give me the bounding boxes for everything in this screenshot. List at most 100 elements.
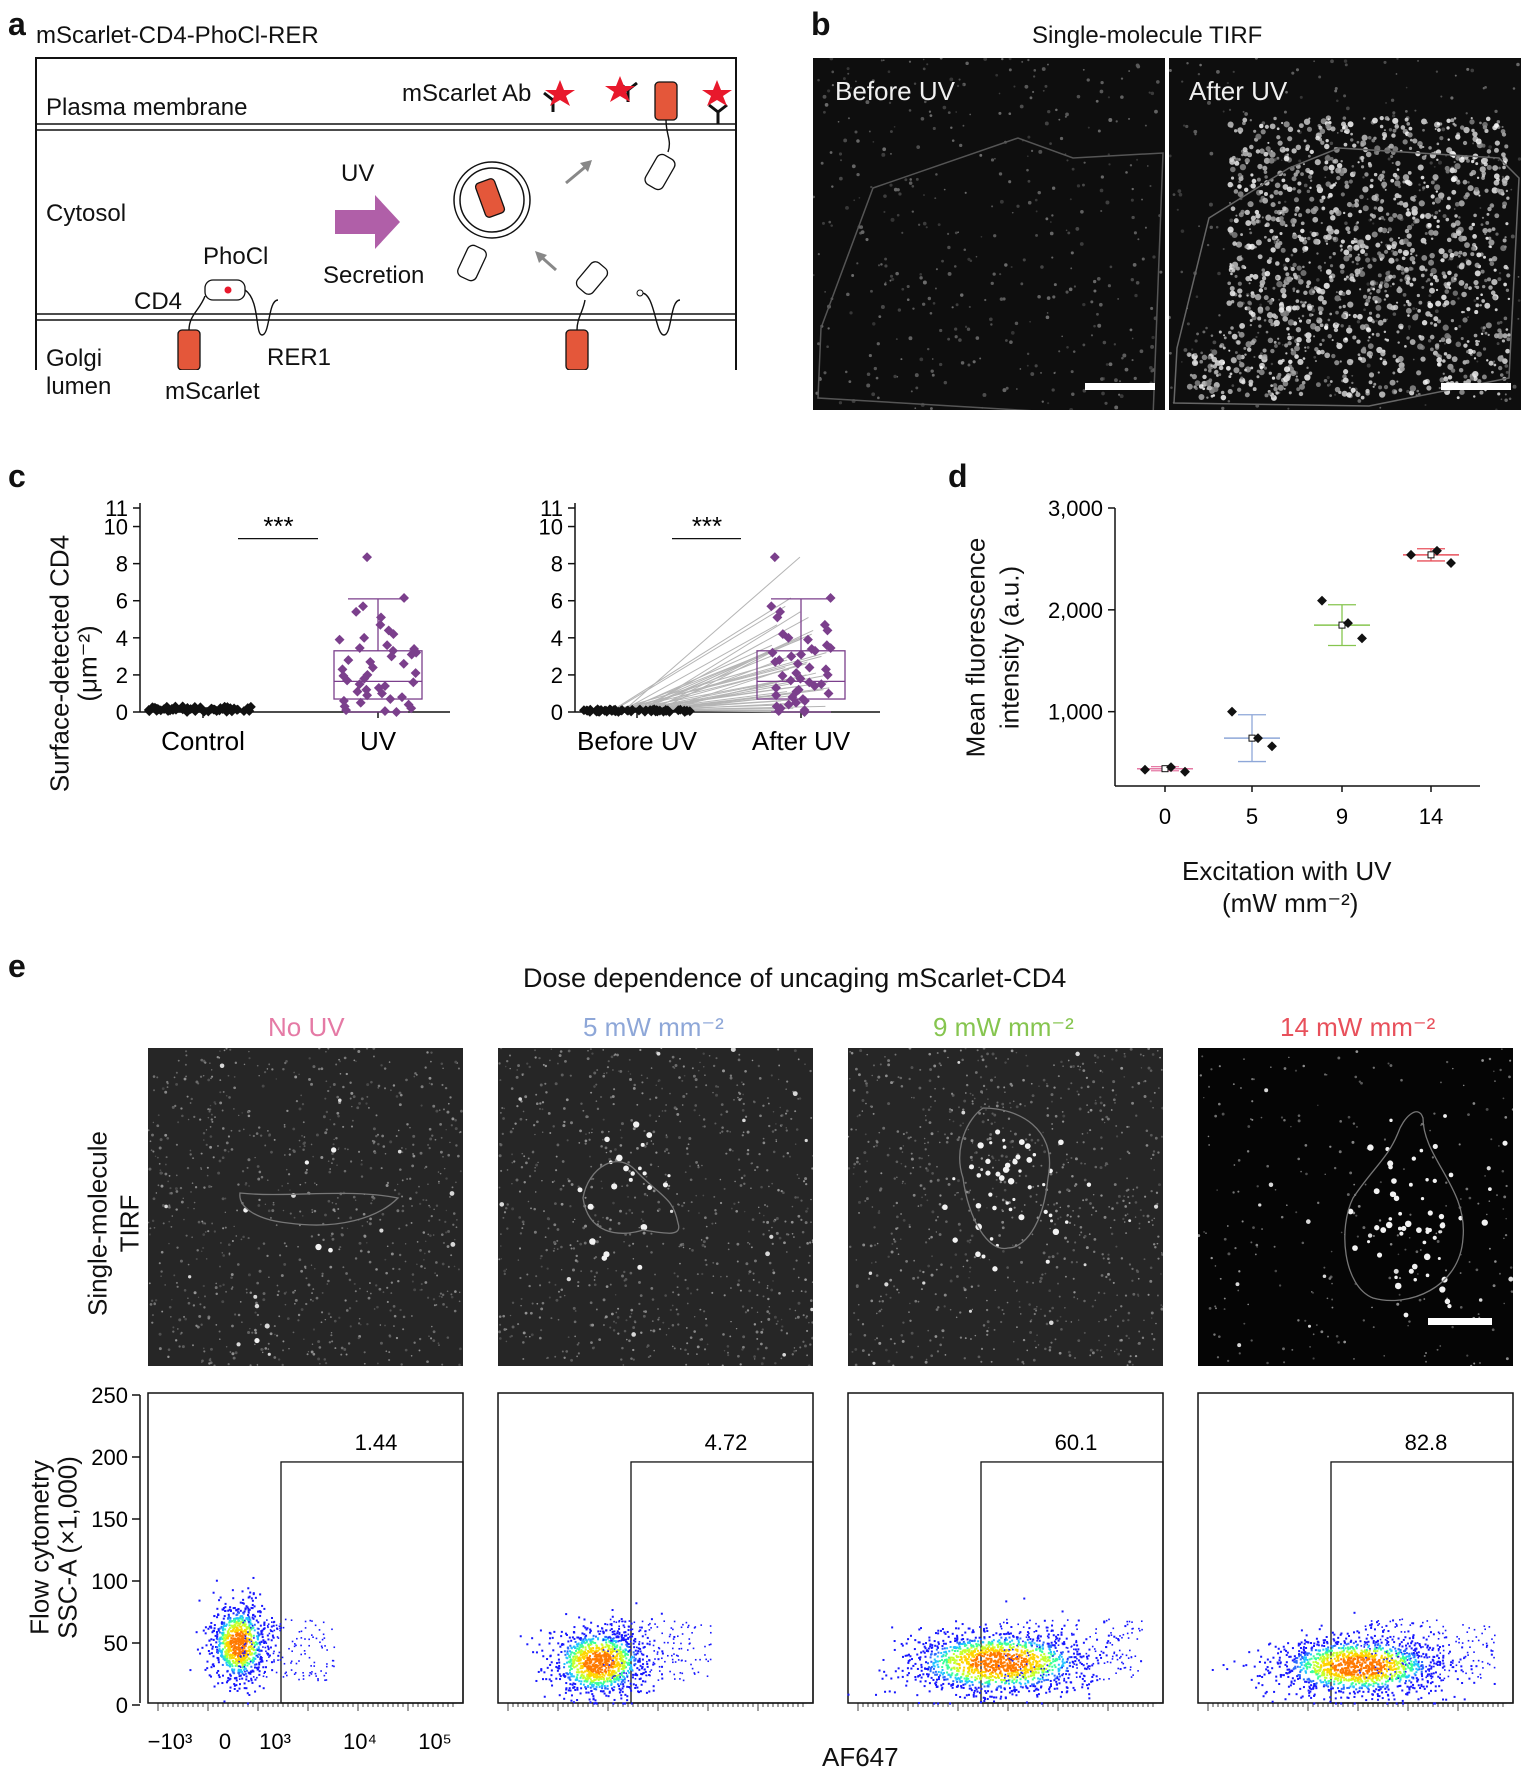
- tirf-spot: [1231, 384, 1235, 387]
- tirf-spot: [856, 172, 860, 177]
- tirf-spot: [1510, 234, 1515, 239]
- tirf-spot: [742, 1345, 745, 1349]
- tirf-spot: [335, 1063, 338, 1066]
- tirf-spot: [517, 1064, 521, 1067]
- tirf-spot: [223, 1049, 226, 1052]
- tirf-spot: [1018, 1306, 1021, 1309]
- tirf-spot: [445, 1306, 448, 1309]
- tirf-spot: [398, 1227, 401, 1230]
- tirf-spot: [1375, 242, 1381, 248]
- tirf-spot: [715, 1093, 718, 1097]
- tirf-spot: [1245, 220, 1252, 227]
- data-point: [777, 670, 788, 681]
- tirf-spot: [188, 1275, 192, 1279]
- tirf-spot: [1283, 155, 1290, 162]
- tirf-spot: [1282, 263, 1287, 268]
- tirf-spot: [1325, 181, 1331, 187]
- tirf-spot: [1476, 360, 1479, 363]
- tirf-spot: [687, 1352, 690, 1355]
- tirf-spot: [289, 1189, 291, 1191]
- tirf-spot: [1477, 379, 1482, 384]
- tirf-spot: [1399, 278, 1403, 282]
- tirf-spot: [259, 1323, 262, 1326]
- tirf-spot: [381, 1134, 385, 1138]
- tirf-spot: [904, 178, 908, 182]
- tirf-spot: [870, 1350, 873, 1353]
- tirf-spot: [1236, 301, 1244, 308]
- tirf-spot: [907, 1136, 911, 1140]
- tirf-no-uv-image: [148, 1048, 463, 1366]
- tirf-spot: [256, 1064, 259, 1067]
- data-point: [627, 704, 638, 715]
- tirf-spot: [1120, 1338, 1123, 1342]
- pair-line: [640, 611, 801, 711]
- tirf-spot: [1377, 273, 1382, 278]
- data-point: [650, 706, 661, 717]
- tirf-spot: [1465, 379, 1471, 385]
- tirf-spot: [433, 1304, 436, 1307]
- tirf-spot: [1126, 1177, 1129, 1180]
- tirf-spot: [1244, 158, 1250, 164]
- tirf-spot: [1362, 205, 1369, 212]
- tirf-spot: [591, 1131, 593, 1134]
- tirf-spot: [1146, 165, 1149, 167]
- tirf-spot: [893, 374, 897, 379]
- tirf-spot: [344, 1299, 347, 1302]
- y-tick-label: 1,000: [1048, 700, 1103, 725]
- tirf-spot: [388, 1351, 391, 1354]
- tirf-spot: [994, 1121, 996, 1124]
- tirf-spot: [1222, 110, 1225, 113]
- tirf-spot: [791, 1232, 794, 1235]
- tirf-spot: [767, 1102, 770, 1105]
- tirf-spot: [372, 1055, 375, 1058]
- tirf-spot: [337, 1114, 340, 1118]
- tirf-spot: [973, 1151, 976, 1154]
- tirf-spot: [1258, 324, 1262, 328]
- tirf-spot: [887, 1063, 891, 1067]
- tirf-spot: [1366, 198, 1369, 201]
- tirf-spot: [755, 1330, 759, 1334]
- tirf-spot: [785, 1088, 787, 1090]
- tirf-spot: [214, 1116, 216, 1118]
- tirf-spot: [1061, 1166, 1064, 1169]
- tirf-spot: [329, 1168, 331, 1170]
- tirf-spot: [1185, 124, 1189, 129]
- tirf-spot: [1250, 173, 1254, 177]
- tirf-spot: [686, 1287, 690, 1290]
- tirf-spot: [174, 1187, 178, 1191]
- tirf-spot: [244, 1183, 247, 1186]
- tirf-spot: [965, 1190, 969, 1194]
- tirf-spot: [1100, 175, 1104, 179]
- tirf-spot: [392, 1084, 396, 1087]
- tirf-spot: [881, 152, 886, 157]
- tirf-spot: [214, 1102, 217, 1105]
- tirf-spot: [1082, 302, 1086, 307]
- tirf-spot: [912, 1193, 916, 1197]
- data-point: [359, 632, 370, 643]
- tirf-spot: [1142, 1214, 1145, 1217]
- tirf-spot: [1305, 284, 1310, 289]
- tirf-spot: [783, 1241, 786, 1245]
- tirf-spot: [398, 1103, 402, 1107]
- tirf-spot: [871, 79, 875, 83]
- tirf-spot: [1487, 206, 1492, 212]
- tirf-spot: [438, 1109, 441, 1111]
- tirf-spot: [528, 1335, 531, 1338]
- tirf-spot: [870, 289, 873, 293]
- tirf-spot: [954, 335, 958, 339]
- tirf-spot: [1227, 121, 1234, 128]
- tirf-spot: [908, 181, 913, 185]
- tirf-spot: [1059, 136, 1064, 141]
- tirf-spot: [385, 1184, 389, 1187]
- tirf-spot: [642, 1314, 646, 1318]
- tirf-spot: [1036, 1334, 1038, 1336]
- tirf-spot: [509, 1067, 511, 1070]
- tirf-spot: [889, 1296, 892, 1299]
- tirf-spot: [1434, 309, 1439, 314]
- tirf-spot: [665, 1180, 667, 1183]
- tirf-spot: [151, 1133, 154, 1137]
- tirf-spot: [1131, 359, 1134, 362]
- tirf-spot: [1199, 63, 1202, 67]
- tirf-spot: [1075, 227, 1080, 231]
- tirf-spot: [1369, 292, 1372, 295]
